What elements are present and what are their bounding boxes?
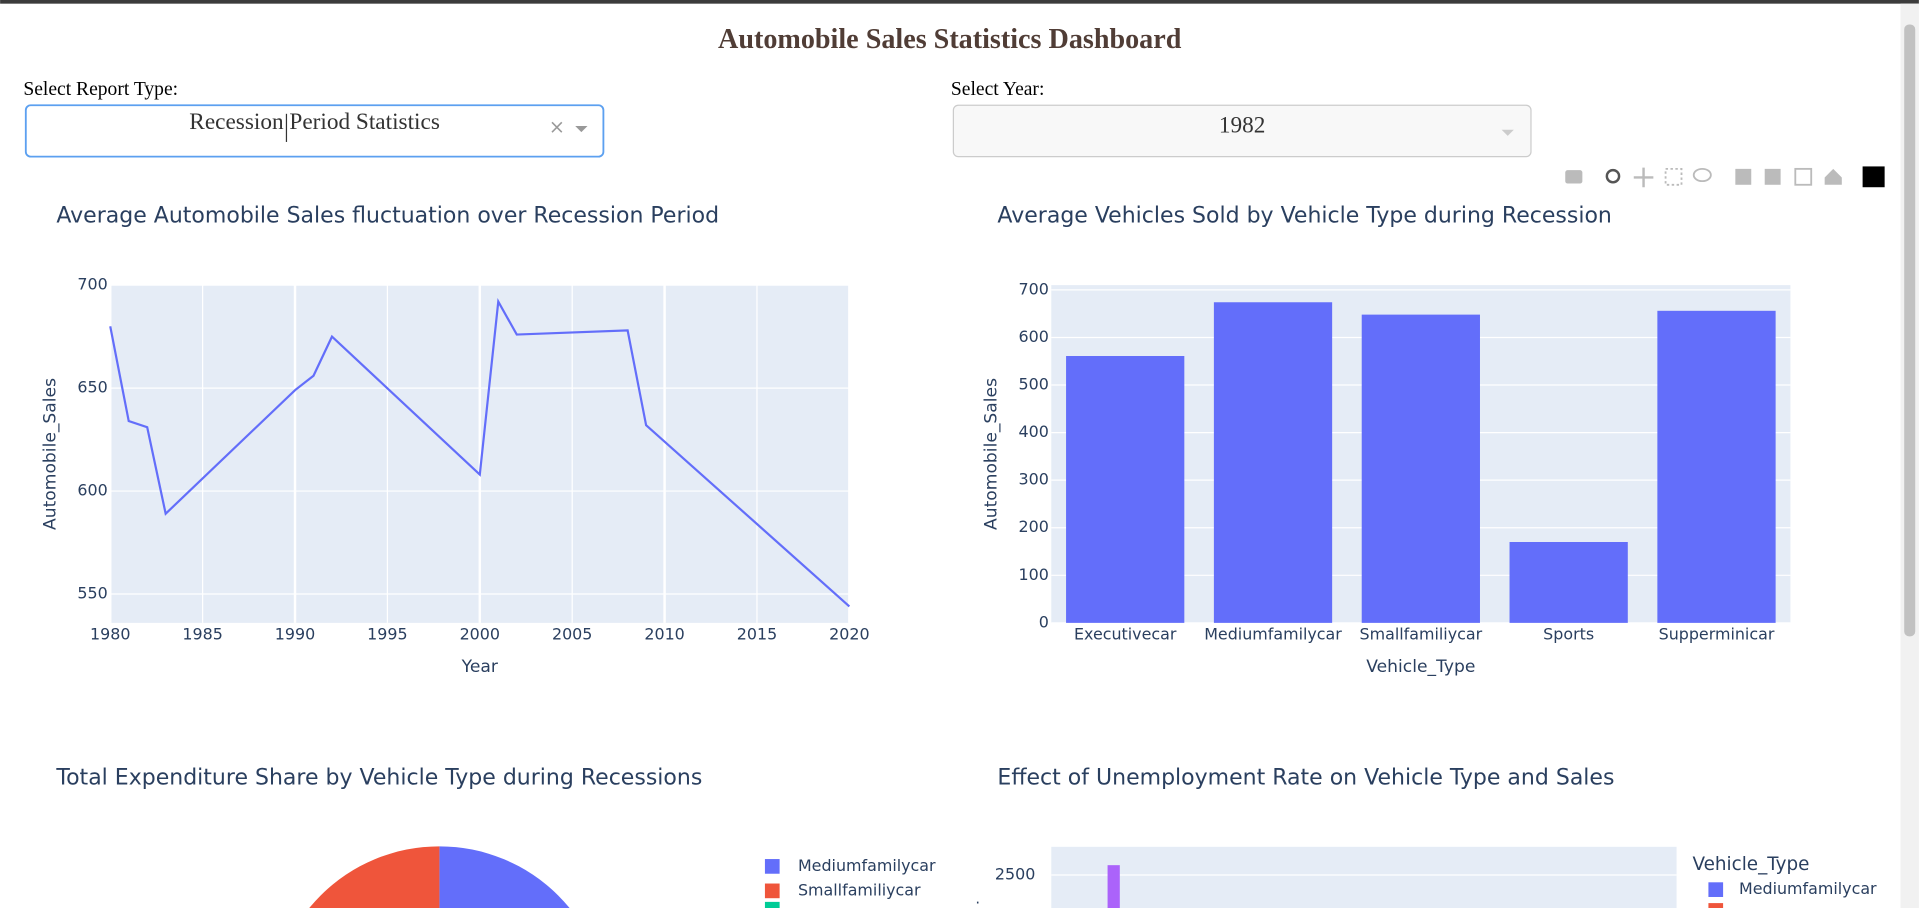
lasso-button[interactable] bbox=[1692, 167, 1712, 183]
zoom-button[interactable] bbox=[1605, 168, 1621, 184]
x-tick-label: Mediumfamilycar bbox=[1204, 625, 1342, 644]
y-tick-label: 100 bbox=[1018, 565, 1048, 584]
x-tick-label: 1990 bbox=[275, 625, 315, 644]
x-tick-label: 2010 bbox=[644, 625, 684, 644]
report-label: Select Report Type: bbox=[23, 79, 178, 100]
line bbox=[109, 298, 851, 608]
autoscale-button[interactable] bbox=[1794, 167, 1813, 186]
y-tick-label: 600 bbox=[1018, 327, 1048, 346]
y-tick-label: 500 bbox=[1018, 375, 1048, 394]
box-select-button[interactable] bbox=[1664, 167, 1683, 186]
bar bbox=[1066, 356, 1185, 623]
y-axis-title-fragment: · bbox=[975, 895, 980, 908]
bar bbox=[1361, 314, 1480, 623]
x-tick-label: 1995 bbox=[367, 625, 407, 644]
y-tick-label: 600 bbox=[77, 481, 107, 500]
year-dropdown[interactable] bbox=[952, 104, 1532, 158]
dashboard-title: Automobile Sales Statistics Dashboard bbox=[718, 24, 1182, 55]
x-axis-title: Year bbox=[461, 657, 499, 677]
y-tick-label: 550 bbox=[77, 584, 107, 603]
y-tick-label: 200 bbox=[1018, 517, 1048, 536]
x-tick-label: 2020 bbox=[829, 625, 869, 644]
x-tick-label: Sports bbox=[1543, 625, 1594, 644]
pie bbox=[309, 846, 570, 908]
y-tick-label: 2500 bbox=[995, 864, 1035, 883]
zoom-in-button[interactable] bbox=[1735, 168, 1752, 185]
x-tick-label: 2000 bbox=[460, 625, 500, 644]
plot-background bbox=[1051, 846, 1677, 908]
x-tick-label: 2015 bbox=[737, 625, 777, 644]
legend-swatch bbox=[764, 883, 780, 899]
chart-title: Total Expenditure Share by Vehicle Type … bbox=[55, 765, 702, 790]
y-tick-label: 700 bbox=[1018, 279, 1048, 298]
chart-title: Effect of Unemployment Rate on Vehicle T… bbox=[997, 765, 1614, 790]
bar bbox=[1107, 865, 1120, 908]
modebar bbox=[1565, 166, 1885, 188]
x-tick-label: Supperminicar bbox=[1659, 625, 1775, 644]
legend-swatch bbox=[764, 901, 780, 908]
y-tick-label: 650 bbox=[77, 378, 107, 397]
legend-swatch bbox=[1708, 903, 1724, 908]
y-axis-title: Automobile_Sales bbox=[981, 378, 1001, 530]
report-value: Recession Period Statistics bbox=[189, 109, 440, 135]
legend-swatch bbox=[764, 859, 780, 874]
y-axis-title: Automobile_Sales bbox=[40, 378, 60, 530]
chart-title: Average Automobile Sales fluctuation ove… bbox=[56, 204, 719, 229]
bar bbox=[1213, 302, 1333, 623]
zoom-out-button[interactable] bbox=[1764, 168, 1781, 185]
x-tick-label: 1985 bbox=[182, 625, 222, 644]
window-top-border bbox=[0, 0, 1919, 4]
pan-button[interactable] bbox=[1633, 167, 1654, 188]
report-dropdown[interactable] bbox=[24, 104, 605, 158]
y-tick-label: 0 bbox=[1039, 612, 1049, 631]
legend-swatch bbox=[1708, 882, 1724, 897]
x-tick-label: 1980 bbox=[90, 625, 130, 644]
pie-slice bbox=[439, 846, 570, 908]
x-tick-label: 2005 bbox=[552, 625, 592, 644]
year-label: Select Year: bbox=[951, 79, 1044, 100]
clear-button[interactable] bbox=[551, 121, 563, 133]
chart-title: Average Vehicles Sold by Vehicle Type du… bbox=[997, 204, 1611, 229]
legend-label: Mediumfamilycar bbox=[798, 856, 936, 875]
legend-title: Vehicle_Type bbox=[1693, 854, 1810, 875]
camera-button[interactable] bbox=[1565, 170, 1583, 184]
year-value: 1982 bbox=[1219, 113, 1266, 139]
y-tick-label: 700 bbox=[77, 275, 107, 294]
bar bbox=[1509, 542, 1628, 623]
x-tick-label: Smallfamiliycar bbox=[1360, 625, 1483, 644]
legend-label: Smallfamiliycar bbox=[798, 880, 921, 899]
scrollbar-thumb[interactable] bbox=[1904, 24, 1916, 637]
x-axis-title: Vehicle_Type bbox=[1366, 657, 1475, 677]
dropdown-arrow[interactable] bbox=[1501, 129, 1514, 136]
dropdown-arrow[interactable] bbox=[575, 126, 588, 133]
y-tick-label: 400 bbox=[1018, 422, 1048, 441]
legend-label: Mediumfamilycar bbox=[1739, 879, 1877, 898]
reset-button[interactable] bbox=[1824, 168, 1842, 185]
y-tick-label: 300 bbox=[1018, 470, 1048, 489]
x-tick-label: Executivecar bbox=[1074, 625, 1177, 644]
plotly-logo[interactable] bbox=[1862, 166, 1885, 188]
pie-slice bbox=[309, 846, 440, 908]
bar bbox=[1657, 310, 1776, 623]
